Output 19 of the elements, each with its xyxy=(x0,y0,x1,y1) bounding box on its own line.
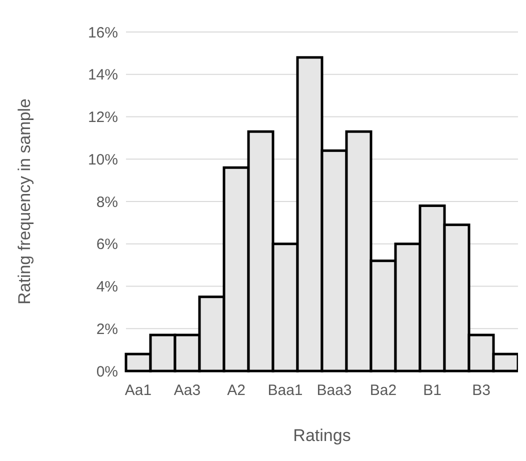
x-tick-label: B1 xyxy=(423,382,442,399)
x-axis-title: Ratings xyxy=(293,426,351,445)
x-tick-label: Aa1 xyxy=(124,382,152,399)
y-tick-label: 12% xyxy=(88,109,118,126)
y-tick-label: 10% xyxy=(88,151,118,168)
x-tick-label: A2 xyxy=(227,382,246,399)
x-tick-label: Ba2 xyxy=(370,382,397,399)
x-tick-label: Aa3 xyxy=(174,382,201,399)
x-tick-label: Baa1 xyxy=(268,382,303,399)
y-tick-label: 14% xyxy=(88,66,118,84)
y-tick-label: 6% xyxy=(96,236,118,254)
y-tick-label: 16% xyxy=(88,24,118,42)
y-tick-label: 0% xyxy=(96,363,118,380)
x-tick-label: Baa3 xyxy=(316,382,352,399)
y-tick-label: 2% xyxy=(96,320,118,338)
y-tick-label: 8% xyxy=(96,194,118,211)
x-tick-label: B3 xyxy=(472,382,490,399)
y-axis-title: Rating frequency in sample xyxy=(15,98,34,305)
y-tick-label: 4% xyxy=(96,278,118,296)
